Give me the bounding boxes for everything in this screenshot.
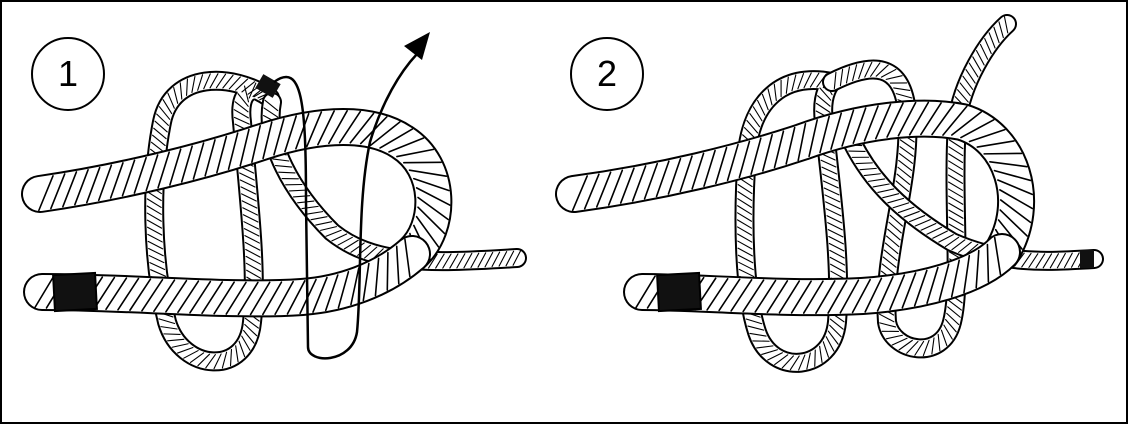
arrow-head-icon <box>404 32 430 60</box>
step-1-thin-loop <box>147 74 274 369</box>
step-2-illustration <box>573 17 1094 370</box>
step-1-whipping <box>53 273 97 311</box>
step-1-illustration <box>35 32 521 369</box>
step-number-badge: 1 <box>31 37 105 111</box>
step-2-end-whipping <box>1080 250 1094 268</box>
step-2-whipping <box>657 273 701 311</box>
step-number-badge: 2 <box>570 37 644 111</box>
